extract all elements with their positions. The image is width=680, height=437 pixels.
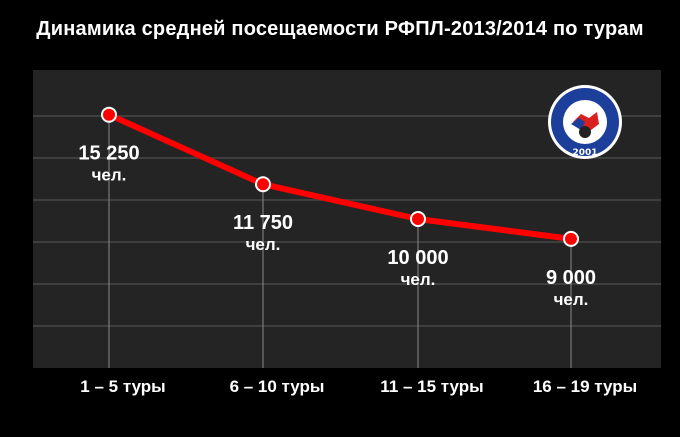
- grid-lines: [33, 115, 661, 327]
- data-points: [101, 106, 579, 247]
- series-line: [106, 111, 574, 242]
- data-label-unit: чел.: [401, 270, 436, 289]
- x-tick-label: 11 – 15 туры: [380, 377, 483, 396]
- x-tick-label: 16 – 19 туры: [533, 377, 637, 396]
- chart-title: Динамика средней посещаемости РФПЛ-2013/…: [36, 18, 644, 40]
- data-point: [101, 106, 117, 123]
- data-point: [410, 211, 426, 227]
- data-label-unit: чел.: [554, 290, 589, 309]
- x-tick-label: 6 – 10 туры: [230, 377, 325, 396]
- data-point: [563, 230, 579, 247]
- data-label-unit: чел.: [92, 166, 127, 185]
- data-label-value: 11 750: [233, 212, 293, 234]
- data-label-value: 15 250: [78, 143, 139, 165]
- data-label-value: 9 000: [546, 267, 596, 289]
- data-point: [255, 176, 271, 193]
- logo-year: 2001: [572, 148, 597, 158]
- x-axis-tick-labels: 1 – 5 туры 6 – 10 туры 11 – 15 туры 16 – 19…: [80, 377, 637, 396]
- drop-lines: [108, 114, 572, 368]
- data-label-value: 10 000: [387, 247, 448, 269]
- league-logo: 2001: [548, 85, 622, 159]
- data-label-unit: чел.: [246, 235, 281, 254]
- x-tick-label: 1 – 5 туры: [80, 377, 165, 396]
